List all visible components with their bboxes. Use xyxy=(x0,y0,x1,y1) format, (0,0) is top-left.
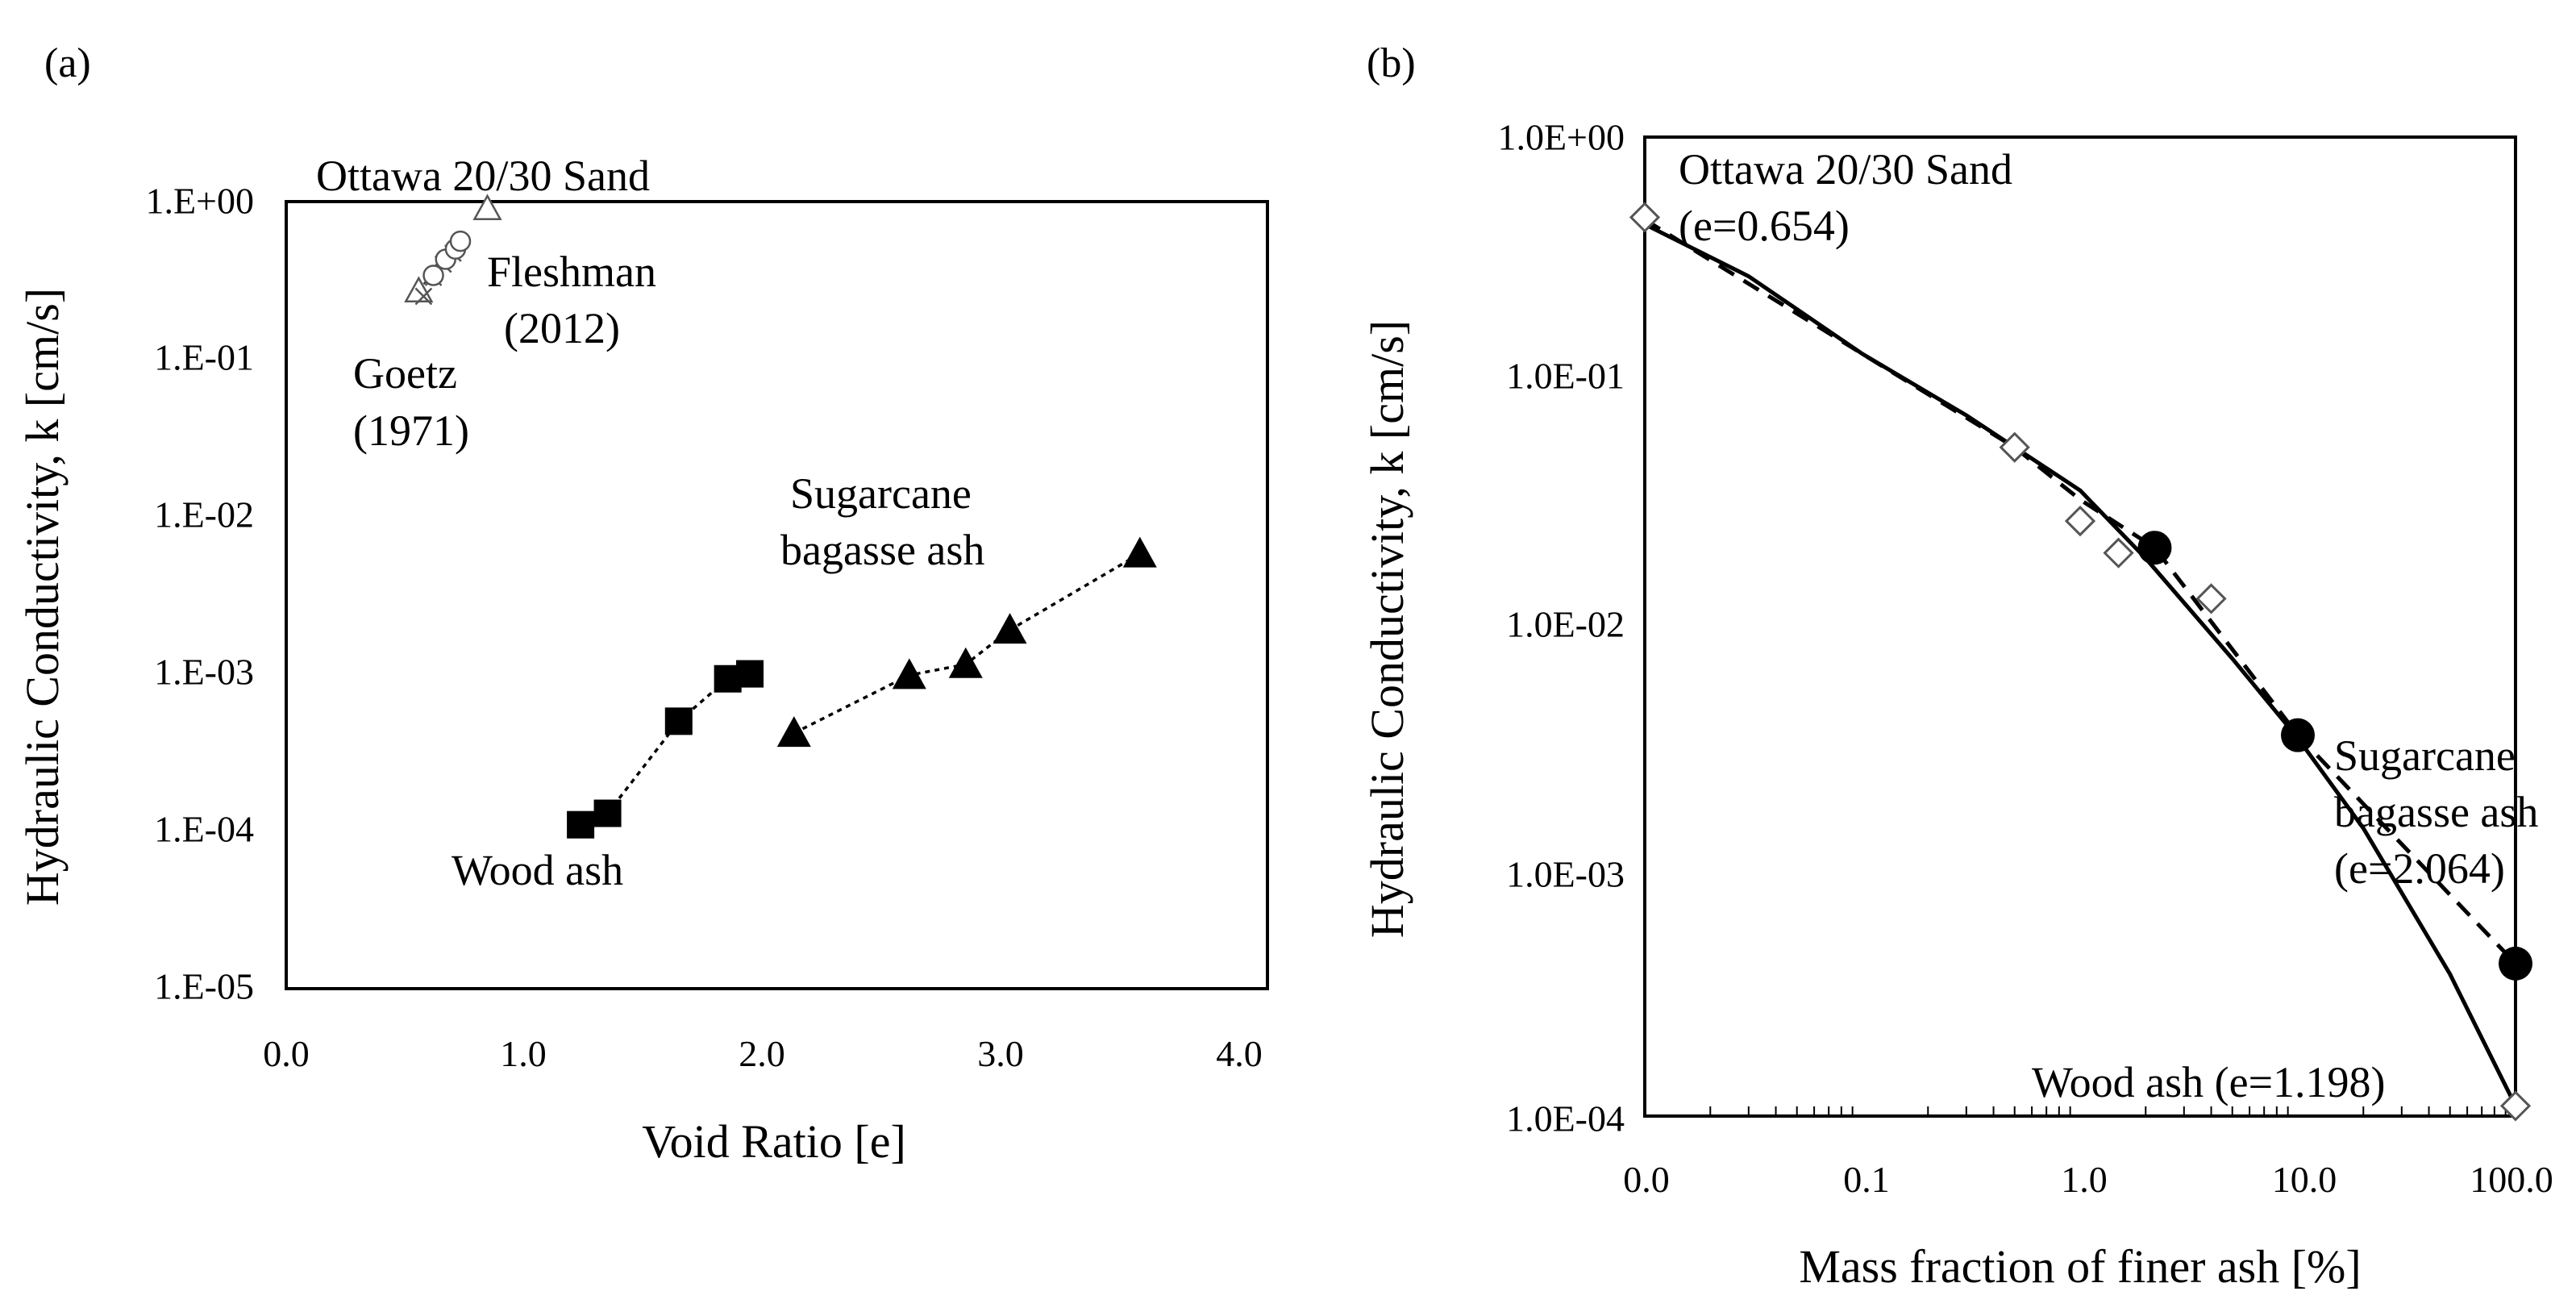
y-tick-label: 1.0E-03 xyxy=(1506,854,1625,895)
annotation-ottawa: Ottawa 20/30 Sand xyxy=(1679,145,2012,194)
panel-b: (b) 1.0E-04 1.0E-03 1.0E-02 1.0E-01 1.0E… xyxy=(1361,40,2553,1293)
panel-b-y-axis-title: Hydraulic Conductivity, k [cm/s] xyxy=(1361,320,1413,938)
diamond-open-marker xyxy=(2064,505,2096,537)
panel-a-y-tick-labels: 1.E-05 1.E-04 1.E-03 1.E-02 1.E-01 1.E+0… xyxy=(145,181,254,1007)
panel-a-x-tick-labels: 0.0 1.0 2.0 3.0 4.0 xyxy=(263,1033,1263,1074)
diamond-open-marker xyxy=(1999,431,2030,463)
panel-a-annotations: Ottawa 20/30 Sand Fleshman (2012) Goetz … xyxy=(316,152,984,894)
y-tick-label: 1.E+00 xyxy=(145,181,254,222)
diamond-open-marker xyxy=(2499,1090,2532,1122)
annotation-fleshman-year: (2012) xyxy=(504,304,620,352)
annotation-goetz-year: (1971) xyxy=(353,406,469,455)
annotation-bagasse-ash: bagasse ash xyxy=(780,526,984,574)
circle-filled-marker xyxy=(2137,531,2172,565)
annotation-bagasse-ash: bagasse ash xyxy=(2334,788,2538,836)
x-tick-label: 0.0 xyxy=(1623,1159,1670,1200)
triangle-open-marker xyxy=(472,194,502,220)
y-tick-label: 1.E-05 xyxy=(154,966,254,1007)
y-tick-label: 1.E-04 xyxy=(154,809,254,850)
trend-line xyxy=(793,552,1141,735)
panel-b-x-axis-title: Mass fraction of finer ash [%] xyxy=(1799,1240,2361,1293)
circle-filled-marker xyxy=(2499,946,2532,981)
solid-trend-line xyxy=(1643,222,2518,1107)
x-tick-label: 10.0 xyxy=(2272,1159,2337,1200)
annotation-wood-ash: Wood ash (e=1.198) xyxy=(2032,1058,2386,1106)
x-tick-label: 2.0 xyxy=(739,1033,785,1074)
y-tick-label: 1.E-02 xyxy=(154,494,254,535)
panel-b-annotations: Ottawa 20/30 Sand (e=0.654) Sugarcane ba… xyxy=(1679,145,2538,1106)
panel-a: (a) 1.E-05 1.E-04 1.E-03 1.E-02 1.E-01 1… xyxy=(16,40,1269,1168)
panel-a-label: (a) xyxy=(44,40,91,86)
annotation-ottawa-void-ratio: (e=0.654) xyxy=(1679,202,1850,250)
diamond-open-marker xyxy=(1629,202,1661,233)
diamond-open-marker xyxy=(2103,537,2134,569)
square-filled-marker xyxy=(567,810,595,839)
panel-b-y-tick-labels: 1.0E-04 1.0E-03 1.0E-02 1.0E-01 1.0E+00 xyxy=(1497,117,1625,1139)
x-tick-label: 1.0 xyxy=(500,1033,547,1074)
x-tick-label: 0.1 xyxy=(1843,1159,1890,1200)
triangle-filled-marker xyxy=(1122,536,1157,568)
panel-a-y-axis-title: Hydraulic Conductivity, k [cm/s] xyxy=(16,288,69,906)
square-filled-marker xyxy=(593,799,622,827)
annotation-sugarcane-void-ratio: (e=2.064) xyxy=(2334,844,2505,893)
panel-a-x-axis-title: Void Ratio [e] xyxy=(642,1115,906,1168)
x-tick-label: 100.0 xyxy=(2470,1159,2553,1200)
y-tick-label: 1.0E+00 xyxy=(1497,117,1625,158)
diamond-open-marker xyxy=(2195,583,2227,614)
x-tick-label: 3.0 xyxy=(977,1033,1024,1074)
panel-b-x-tick-labels: 0.0 0.1 1.0 10.0 100.0 xyxy=(1623,1159,2553,1200)
y-tick-label: 1.0E-01 xyxy=(1506,356,1625,397)
panel-b-label: (b) xyxy=(1367,40,1416,86)
circle-filled-marker xyxy=(2281,718,2315,752)
y-tick-label: 1.0E-02 xyxy=(1506,604,1625,645)
panel-a-data xyxy=(404,194,1157,839)
y-tick-label: 1.0E-04 xyxy=(1506,1098,1625,1139)
triangle-filled-marker xyxy=(776,716,811,748)
triangle-filled-marker xyxy=(892,658,926,689)
annotation-sugarcane: Sugarcane xyxy=(790,469,972,518)
x-tick-label: 0.0 xyxy=(263,1033,310,1074)
x-tick-label: 1.0 xyxy=(2061,1159,2108,1200)
panel-b-data xyxy=(1629,202,2532,1122)
annotation-goetz: Goetz xyxy=(353,349,457,398)
circle-open-marker xyxy=(422,265,444,286)
square-filled-marker xyxy=(736,660,764,688)
panel-b-plot-frame xyxy=(1643,135,2517,1118)
square-filled-marker xyxy=(664,707,693,735)
annotation-fleshman: Fleshman xyxy=(487,248,656,296)
panel-b-minor-ticks xyxy=(1709,1106,2507,1116)
triangle-filled-marker xyxy=(993,613,1027,644)
annotation-sugarcane: Sugarcane xyxy=(2334,731,2516,780)
y-tick-label: 1.E-03 xyxy=(154,652,254,693)
x-tick-label: 4.0 xyxy=(1216,1033,1263,1074)
cross-marker xyxy=(414,287,433,306)
y-tick-label: 1.E-01 xyxy=(154,337,254,378)
triangle-filled-marker xyxy=(948,647,983,678)
annotation-ottawa: Ottawa 20/30 Sand xyxy=(316,152,650,200)
panel-a-plot-frame xyxy=(285,200,1269,990)
circle-open-marker xyxy=(449,230,472,252)
annotation-wood-ash: Wood ash xyxy=(452,846,623,894)
